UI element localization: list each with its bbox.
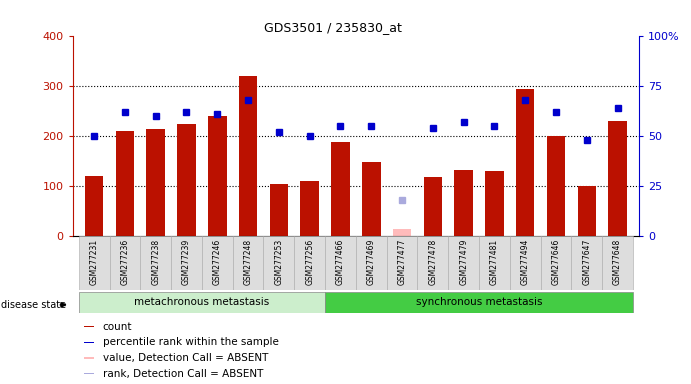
Text: GSM277479: GSM277479: [459, 239, 468, 285]
Bar: [115, 131, 134, 236]
Text: GSM277648: GSM277648: [613, 239, 622, 285]
Text: GSM277236: GSM277236: [120, 239, 129, 285]
Text: disease state: disease state: [1, 300, 66, 310]
Bar: [79, 292, 325, 313]
Bar: [301, 181, 319, 236]
Bar: [325, 292, 633, 313]
Bar: [547, 136, 565, 236]
Text: GSM277248: GSM277248: [244, 239, 253, 285]
Text: synchronous metastasis: synchronous metastasis: [416, 297, 542, 308]
Bar: [455, 170, 473, 236]
Bar: [603, 236, 633, 290]
Bar: [578, 186, 596, 236]
Bar: [510, 236, 540, 290]
Bar: [202, 236, 233, 290]
Bar: [263, 236, 294, 290]
Bar: [171, 236, 202, 290]
Bar: [84, 326, 94, 327]
Bar: [178, 124, 196, 236]
Text: GSM277253: GSM277253: [274, 239, 283, 285]
Bar: [387, 236, 417, 290]
Bar: [448, 236, 479, 290]
Text: GSM277494: GSM277494: [521, 239, 530, 285]
Text: GSM277246: GSM277246: [213, 239, 222, 285]
Text: metachronous metastasis: metachronous metastasis: [134, 297, 269, 308]
Bar: [540, 236, 571, 290]
Text: GSM277647: GSM277647: [583, 239, 591, 285]
Bar: [233, 236, 263, 290]
Text: GSM277238: GSM277238: [151, 239, 160, 285]
Bar: [608, 121, 627, 236]
Bar: [239, 76, 257, 236]
Bar: [84, 342, 94, 343]
Bar: [417, 236, 448, 290]
Bar: [85, 176, 104, 236]
Text: GSM277256: GSM277256: [305, 239, 314, 285]
Bar: [84, 358, 94, 359]
Bar: [516, 89, 534, 236]
Bar: [356, 236, 387, 290]
Title: GDS3501 / 235830_at: GDS3501 / 235830_at: [264, 21, 402, 34]
Bar: [485, 171, 504, 236]
Text: GSM277477: GSM277477: [397, 239, 406, 285]
Bar: [109, 236, 140, 290]
Text: GSM277481: GSM277481: [490, 239, 499, 285]
Bar: [571, 236, 603, 290]
Bar: [331, 142, 350, 236]
Bar: [146, 129, 165, 236]
Bar: [424, 177, 442, 236]
Bar: [392, 229, 411, 236]
Text: GSM277466: GSM277466: [336, 239, 345, 285]
Bar: [140, 236, 171, 290]
Text: percentile rank within the sample: percentile rank within the sample: [102, 337, 278, 347]
Bar: [362, 162, 381, 236]
Text: GSM277478: GSM277478: [428, 239, 437, 285]
Bar: [79, 236, 109, 290]
Bar: [84, 373, 94, 374]
Text: GSM277239: GSM277239: [182, 239, 191, 285]
Bar: [208, 116, 227, 236]
Bar: [479, 236, 510, 290]
Bar: [269, 184, 288, 236]
Bar: [325, 236, 356, 290]
Text: count: count: [102, 322, 132, 332]
Bar: [294, 236, 325, 290]
Text: GSM277469: GSM277469: [367, 239, 376, 285]
Text: GSM277231: GSM277231: [90, 239, 99, 285]
Text: GSM277646: GSM277646: [551, 239, 560, 285]
Text: value, Detection Call = ABSENT: value, Detection Call = ABSENT: [102, 353, 268, 363]
Text: rank, Detection Call = ABSENT: rank, Detection Call = ABSENT: [102, 369, 263, 379]
